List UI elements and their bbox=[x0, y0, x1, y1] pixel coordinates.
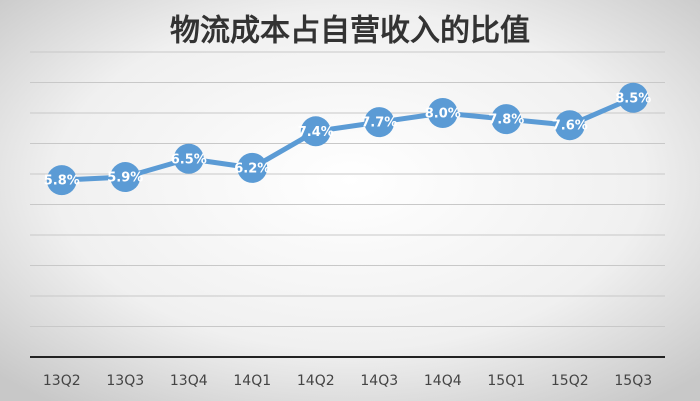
x-tick-label: 13Q4 bbox=[170, 373, 208, 389]
line bbox=[61, 95, 635, 183]
data-label: 7.4% bbox=[298, 125, 334, 140]
data-label: 7.7% bbox=[361, 116, 397, 131]
x-tick-label: 13Q3 bbox=[106, 373, 144, 389]
marker bbox=[618, 82, 649, 113]
marker bbox=[173, 143, 204, 174]
marker bbox=[364, 107, 395, 138]
data-label: 6.5% bbox=[171, 152, 207, 167]
marker bbox=[427, 98, 458, 128]
marker bbox=[300, 116, 331, 147]
data-label: 5.8% bbox=[44, 174, 80, 189]
x-tick-label: 14Q2 bbox=[297, 373, 335, 389]
data-label: 7.6% bbox=[552, 119, 588, 134]
x-tick-label: 14Q4 bbox=[424, 373, 462, 389]
x-tick-label: 15Q1 bbox=[487, 373, 525, 389]
marker bbox=[110, 162, 141, 193]
marker bbox=[237, 152, 268, 183]
x-tick-label: 15Q2 bbox=[551, 373, 589, 389]
data-label: 8.0% bbox=[425, 107, 461, 122]
data-label: 6.2% bbox=[234, 161, 270, 176]
marker bbox=[46, 165, 77, 196]
x-tick-label: 13Q2 bbox=[43, 373, 81, 389]
data-label: 8.5% bbox=[615, 91, 651, 106]
data-label: 5.9% bbox=[107, 171, 143, 186]
marker bbox=[491, 104, 522, 135]
data-label: 7.8% bbox=[488, 113, 524, 128]
x-tick-label: 14Q3 bbox=[360, 373, 398, 389]
x-tick-label: 15Q3 bbox=[614, 373, 652, 389]
chart-title: 物流成本占自营收入的比值 bbox=[170, 14, 530, 49]
x-tick-label: 14Q1 bbox=[233, 373, 271, 389]
marker bbox=[554, 110, 585, 141]
